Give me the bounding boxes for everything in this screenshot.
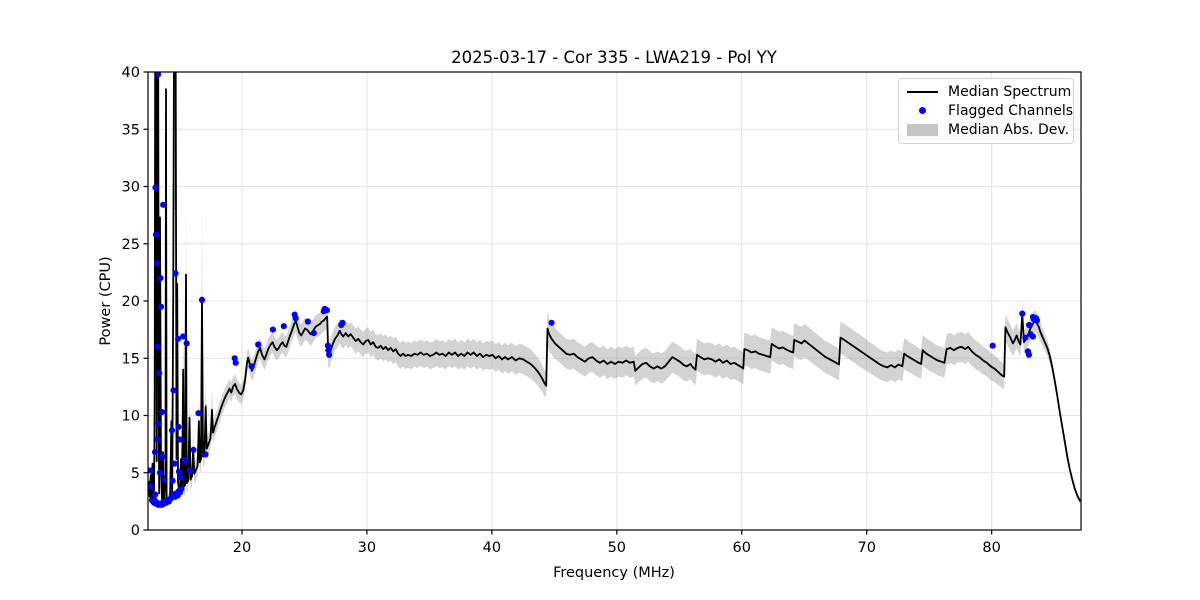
flagged-dot (324, 342, 331, 349)
x-tick-label: 50 (608, 540, 626, 556)
grid-layer (148, 71, 1081, 531)
flagged-dot (325, 347, 332, 354)
flagged-dot (169, 477, 176, 484)
flagged-dot (183, 340, 190, 347)
flagged-dot (153, 260, 161, 267)
flagged-dot (182, 457, 189, 464)
flagged-dot (304, 318, 311, 325)
axes-layer: 20 30 40 50 60 70 80 0 5 10 15 20 25 30 35 40 (122, 65, 1082, 556)
flagged-dot (174, 335, 182, 342)
legend-dot-sample (918, 107, 926, 115)
flagged-dot (190, 446, 197, 453)
flagged-dot (186, 467, 193, 474)
flagged-dot (160, 201, 167, 208)
flagged-dot (1022, 334, 1029, 341)
flagged-dot (1019, 310, 1026, 317)
chart-title: 2025-03-17 - Cor 335 - LWA219 - Pol YY (451, 48, 778, 67)
legend-label-median-abs-dev: Median Abs. Dev. (948, 122, 1070, 139)
flagged-dot (180, 333, 187, 340)
median-line (148, 72, 1081, 503)
flagged-dot (175, 468, 183, 475)
legend-label-flagged-channels: Flagged Channels (948, 102, 1074, 119)
legend-row-flagged-channels: Flagged Channels (905, 101, 1073, 120)
data-layer (148, 72, 1081, 508)
flagged-dot (989, 342, 996, 349)
flagged-dot (1025, 351, 1032, 358)
y-tick-label: 5 (131, 466, 140, 482)
legend-line-sample (906, 90, 938, 93)
y-axis-label: Power (CPU) (98, 256, 114, 345)
legend: Median Spectrum Flagged Channels Median … (898, 78, 1074, 144)
y-tick-label: 0 (131, 523, 140, 539)
x-tick-label: 30 (358, 540, 376, 556)
x-tick-label: 60 (733, 540, 751, 556)
flagged-dot (152, 184, 159, 191)
flagged-dot (152, 449, 159, 456)
legend-label-median-spectrum: Median Spectrum (948, 83, 1072, 100)
flagged-dot (155, 72, 162, 78)
flagged-dot (1026, 321, 1033, 329)
flagged-dot (154, 436, 161, 443)
flagged-dot (248, 363, 255, 370)
x-tick-label: 80 (982, 540, 1000, 556)
x-axis-label: Frequency (MHz) (553, 565, 675, 581)
flagged-dot (280, 323, 287, 330)
x-tick-label: 20 (233, 540, 251, 556)
flagged-dot (198, 296, 206, 303)
flagged-dot (232, 359, 239, 366)
mad-band (148, 72, 1081, 508)
flagged-dot (1029, 333, 1036, 340)
flagged-dot (148, 467, 154, 474)
y-tick-label: 10 (122, 409, 140, 425)
flagged-dot (152, 231, 160, 238)
flagged-dot (170, 387, 177, 394)
flagged-dot (177, 474, 184, 481)
flagged-dot (157, 275, 164, 282)
flagged-dot (176, 436, 183, 443)
flagged-dot (152, 491, 159, 498)
y-tick-label: 35 (122, 122, 140, 138)
flagged-dot (326, 351, 333, 358)
flagged-dot (157, 303, 165, 310)
flagged-dot (156, 370, 163, 377)
y-tick-label: 15 (122, 351, 140, 367)
legend-row-median-spectrum: Median Spectrum (905, 82, 1071, 101)
flagged-dot (310, 330, 317, 337)
flagged-dot (156, 469, 164, 476)
flagged-dot (178, 485, 185, 492)
flagged-dot (202, 451, 209, 458)
flagged-dot (255, 341, 262, 348)
flagged-dot (323, 307, 330, 314)
flagged-dot (154, 343, 161, 350)
y-tick-label: 40 (122, 65, 140, 81)
flagged-dot (1033, 317, 1040, 324)
flagged-dot (168, 427, 176, 434)
flagged-dot (171, 460, 178, 467)
legend-patch-sample (906, 124, 938, 137)
flagged-dot (339, 319, 346, 326)
y-tick-label: 30 (122, 180, 140, 196)
flagged-dot (269, 326, 276, 333)
flagged-dot (292, 315, 299, 322)
legend-row-median-abs-dev: Median Abs. Dev. (905, 121, 1070, 140)
flagged-dot (159, 453, 166, 460)
x-tick-label: 40 (483, 540, 501, 556)
flagged-dot (172, 270, 179, 277)
y-tick-label: 20 (122, 294, 140, 310)
flagged-dot (158, 409, 166, 416)
flagged-dot (155, 420, 162, 427)
y-tick-label: 25 (122, 237, 140, 253)
flagged-dot (175, 423, 182, 430)
x-tick-label: 70 (857, 540, 875, 556)
flagged-dot (195, 410, 202, 417)
flagged-dots (148, 72, 1040, 508)
flagged-dot (548, 319, 555, 326)
plot-layers: 20 30 40 50 60 70 80 0 5 10 15 20 25 30 35 40 (122, 65, 1082, 556)
flagged-dot (148, 483, 155, 490)
flagged-dot (161, 476, 168, 483)
